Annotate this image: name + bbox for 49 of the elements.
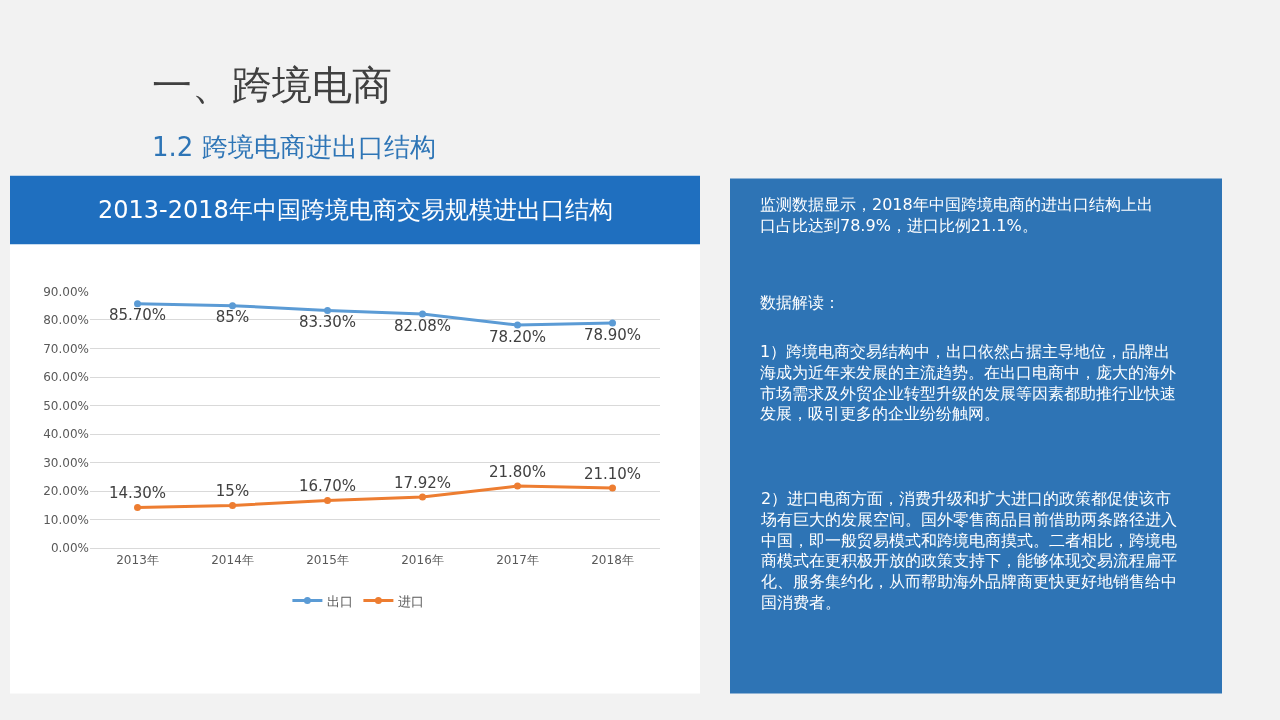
y-tick-label: 80.00% <box>43 313 89 328</box>
data-label: 78.20% <box>488 327 547 346</box>
x-tick-label: 2016年 <box>401 552 444 567</box>
point <box>419 310 426 318</box>
text: 数据解读： <box>760 293 840 312</box>
point <box>229 302 236 310</box>
y-tick-label: 40.00% <box>43 427 89 442</box>
chart-title: 2013-2018年中国跨境电商交易规模进出口结构 <box>98 196 613 224</box>
text: 2）进口电商方面，消费升级和扩大进口的政策都促使该市场有巨大的发展空间。国外零售商品目前借助两条路径进入中国，即一般贸易模式和跨境电商摸式。二者相比，跨境电商模式在更积极开放的政策支持下，能够体现交易流程扁平化、服务集约化，从而帮助海外品牌商更快更好地销售给中国消费者。 <box>760 489 1177 612</box>
y-tick-label: 0.00% <box>50 541 89 556</box>
y-tick-label: 30.00% <box>43 455 89 470</box>
point <box>419 493 426 501</box>
text: 一、跨境电商 <box>152 62 392 108</box>
data-label: 21.80% <box>488 462 547 481</box>
data-label: 82.08% <box>393 316 452 335</box>
point <box>609 484 616 492</box>
point <box>514 482 521 490</box>
point <box>134 503 141 511</box>
point <box>324 497 331 505</box>
x-tick-label: 2018年 <box>591 552 634 567</box>
y-tick-label: 90.00% <box>43 284 89 299</box>
y-tick-label: 70.00% <box>43 341 89 356</box>
legend-label: 进口 <box>398 593 425 609</box>
data-label: 21.10% <box>583 464 642 483</box>
point <box>134 300 141 308</box>
data-label: 78.90% <box>583 325 642 344</box>
data-label: 83.30% <box>298 313 357 332</box>
data-label: 16.70% <box>298 477 357 496</box>
y-tick-label: 20.00% <box>43 484 89 499</box>
data-label: 17.92% <box>393 473 452 492</box>
x-tick-label: 2015年 <box>306 552 349 567</box>
data-label: 85.70% <box>108 306 167 325</box>
y-tick-label: 10.00% <box>43 512 89 527</box>
y-tick-label: 60.00% <box>43 370 89 385</box>
data-label: 85% <box>215 308 250 327</box>
data-label: 15% <box>215 482 250 501</box>
point <box>324 306 331 314</box>
text: 1）跨境电商交易结构中，出口依然占据主导地位，品牌出海成为近年来发展的主流趋势。在出口电商中，庞大的海外市场需求及外贸企业转型升级的发展等因素都助推行业快速发展，吸引更多的企业纷纷触网。 <box>760 342 1176 424</box>
legend-label: 出口 <box>327 593 354 609</box>
text: 1.2 跨境电商进出口结构 <box>152 132 436 162</box>
point <box>514 321 521 329</box>
x-tick-label: 2017年 <box>496 552 539 567</box>
data-label: 14.30% <box>108 484 167 503</box>
x-tick-label: 2013年 <box>116 552 159 567</box>
text: 监测数据显示，2018年中国跨境电商的进出口结构上出口占比达到78.9%，进口比例21.1%。 <box>760 195 1153 235</box>
point <box>609 319 616 327</box>
y-tick-label: 50.00% <box>43 398 89 413</box>
point <box>229 501 236 509</box>
x-tick-label: 2014年 <box>211 552 254 567</box>
